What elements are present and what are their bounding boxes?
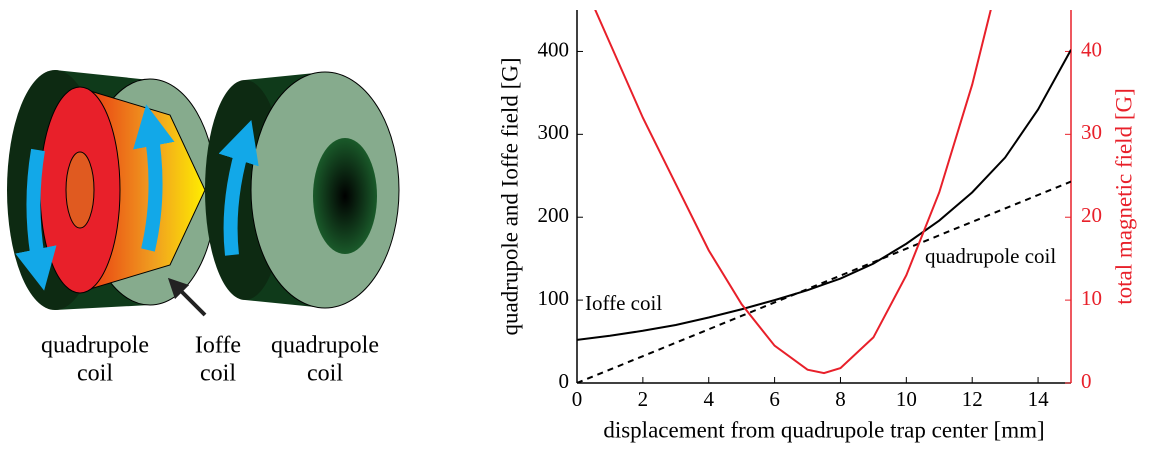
- coil-diagram: [7, 70, 400, 317]
- y-tick-label: 300: [538, 120, 570, 144]
- series-line: [577, 180, 1071, 383]
- x-axis-title: displacement from quadrupole trap center…: [603, 417, 1044, 442]
- diagram-label: quadrupole: [271, 333, 379, 359]
- x-tick-label: 12: [962, 387, 983, 411]
- y2-tick-label: 40: [1081, 37, 1102, 61]
- y2-tick-label: 0: [1081, 369, 1092, 393]
- x-tick-label: 6: [769, 387, 780, 411]
- plot-area: [577, 10, 1071, 383]
- y2-tick-label: 10: [1081, 286, 1102, 310]
- x-tick-label: 4: [703, 387, 714, 411]
- y-tick-label: 0: [559, 369, 570, 393]
- y-axis-title: quadrupole and Ioffe field [G]: [497, 57, 522, 335]
- x-tick-label: 0: [572, 387, 583, 411]
- diagram-label: coil: [307, 361, 343, 387]
- y2-tick-label: 30: [1081, 120, 1102, 144]
- y2-tick-label: 20: [1081, 203, 1102, 227]
- y-tick-label: 200: [538, 203, 570, 227]
- x-tick-label: 8: [835, 387, 846, 411]
- x-tick-label: 14: [1028, 387, 1050, 411]
- y2-axis-title: total magnetic field [G]: [1111, 88, 1136, 305]
- x-tick-label: 2: [638, 387, 649, 411]
- y-tick-label: 100: [538, 286, 570, 310]
- x-tick-label: 10: [896, 387, 917, 411]
- series-label: Ioffe coil: [585, 291, 662, 315]
- y-tick-label: 400: [538, 37, 570, 61]
- diagram-label: quadrupole: [41, 333, 149, 359]
- diagram-label: Ioffe: [195, 333, 241, 359]
- series-line: [577, 49, 1071, 341]
- diagram-label: coil: [200, 361, 236, 387]
- series-label: quadrupole coil: [925, 244, 1056, 268]
- series-line: [594, 10, 992, 375]
- diagram-label: coil: [77, 361, 113, 387]
